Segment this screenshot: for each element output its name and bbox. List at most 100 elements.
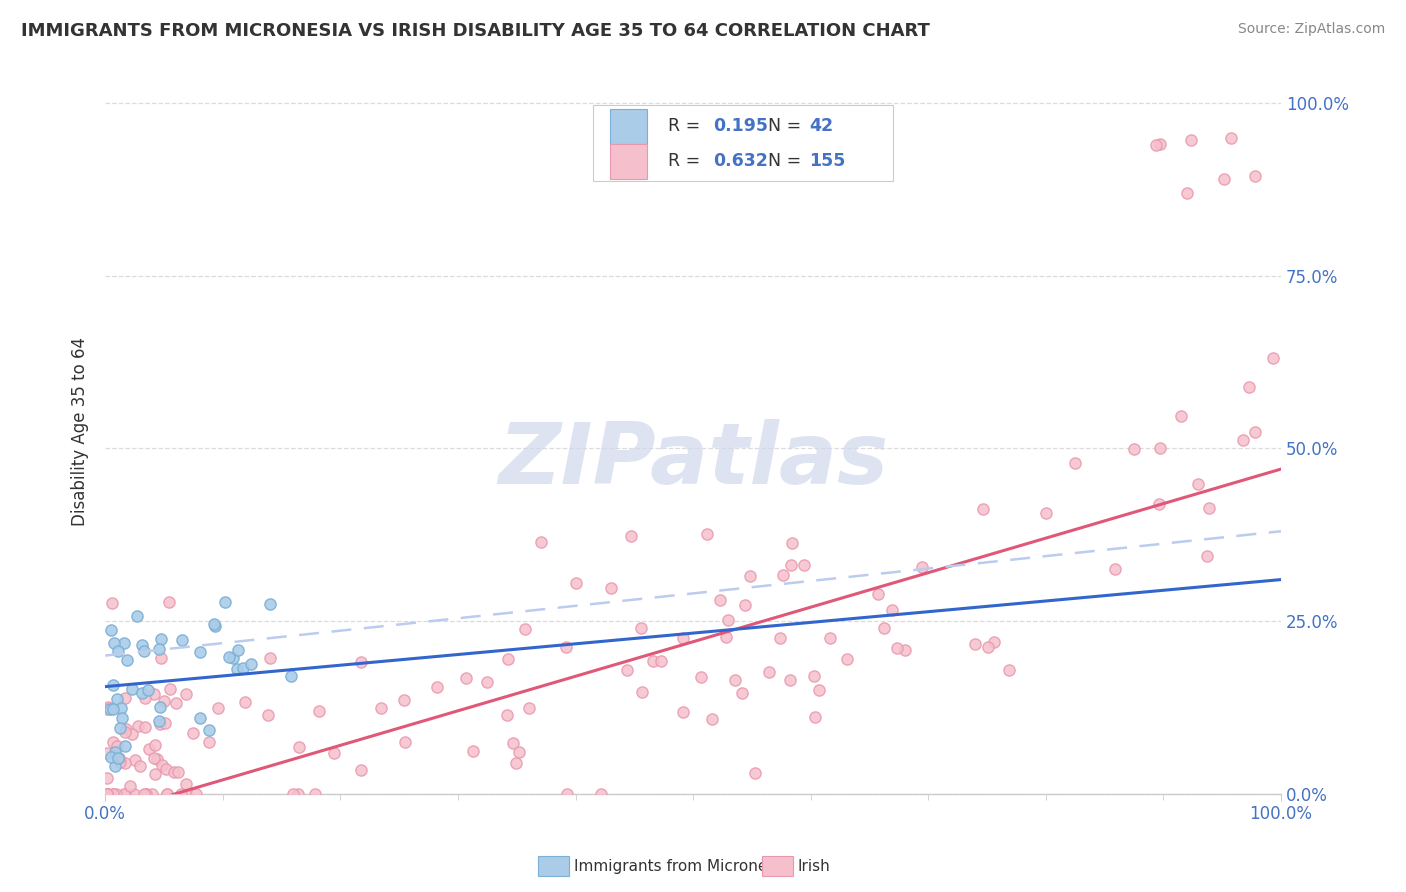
Point bbox=[894, 643, 917, 657]
Point bbox=[782, 536, 804, 550]
Point bbox=[600, 582, 623, 596]
Point bbox=[696, 527, 718, 541]
Text: ZIPatlas: ZIPatlas bbox=[498, 418, 889, 501]
Point bbox=[149, 717, 172, 731]
Point bbox=[714, 630, 737, 644]
Point bbox=[138, 742, 160, 756]
Point bbox=[204, 619, 226, 633]
Point bbox=[105, 692, 128, 706]
Point bbox=[112, 787, 135, 801]
Point bbox=[114, 756, 136, 770]
Text: N =: N = bbox=[768, 153, 807, 170]
Point bbox=[107, 739, 129, 754]
Point bbox=[818, 631, 841, 645]
Point bbox=[112, 636, 135, 650]
Text: Immigrants from Micronesia: Immigrants from Micronesia bbox=[574, 859, 789, 873]
Point bbox=[101, 787, 124, 801]
Point bbox=[1239, 380, 1261, 394]
Point bbox=[555, 787, 578, 801]
Point bbox=[101, 596, 124, 610]
Point bbox=[121, 727, 143, 741]
Point bbox=[554, 640, 576, 655]
Point bbox=[174, 777, 197, 791]
Point bbox=[114, 725, 136, 739]
Point bbox=[186, 787, 208, 801]
Point bbox=[96, 787, 118, 801]
Point bbox=[143, 767, 166, 781]
Point bbox=[1220, 131, 1243, 145]
Point bbox=[1263, 351, 1285, 365]
Point bbox=[350, 655, 373, 669]
Point bbox=[114, 690, 136, 705]
Point bbox=[165, 696, 187, 710]
Point bbox=[1180, 133, 1202, 147]
Point bbox=[517, 701, 540, 715]
Point bbox=[515, 622, 537, 636]
Point bbox=[100, 623, 122, 637]
Point bbox=[650, 654, 672, 668]
Point bbox=[886, 641, 908, 656]
Point bbox=[134, 690, 156, 705]
Point bbox=[111, 711, 134, 725]
Point bbox=[1147, 497, 1170, 511]
Point bbox=[304, 787, 326, 801]
Text: 0.195: 0.195 bbox=[713, 117, 768, 135]
Point bbox=[793, 558, 815, 572]
Point bbox=[502, 736, 524, 750]
Point bbox=[308, 704, 330, 718]
Point bbox=[259, 651, 281, 665]
Point bbox=[103, 636, 125, 650]
Point bbox=[108, 751, 131, 765]
Point bbox=[104, 759, 127, 773]
Point bbox=[808, 682, 831, 697]
Point bbox=[110, 701, 132, 715]
Point bbox=[1144, 137, 1167, 152]
Point bbox=[131, 638, 153, 652]
Point bbox=[350, 763, 373, 777]
Point bbox=[101, 678, 124, 692]
Point bbox=[96, 787, 118, 801]
Point bbox=[174, 687, 197, 701]
Point bbox=[1123, 442, 1146, 456]
Point bbox=[454, 671, 477, 685]
Point bbox=[100, 749, 122, 764]
Point bbox=[107, 644, 129, 658]
Point bbox=[370, 700, 392, 714]
Text: Irish: Irish bbox=[797, 859, 830, 873]
Point bbox=[1232, 433, 1254, 447]
Point bbox=[1064, 456, 1087, 470]
Point bbox=[114, 739, 136, 754]
Point bbox=[218, 650, 240, 665]
Point bbox=[740, 569, 762, 583]
Point bbox=[121, 682, 143, 697]
Point bbox=[505, 756, 527, 771]
FancyBboxPatch shape bbox=[610, 109, 647, 144]
Point bbox=[226, 643, 249, 657]
Point bbox=[114, 787, 136, 801]
Text: Source: ZipAtlas.com: Source: ZipAtlas.com bbox=[1237, 22, 1385, 37]
Point bbox=[159, 682, 181, 697]
Point bbox=[132, 644, 155, 658]
Point bbox=[122, 787, 145, 801]
Point bbox=[1104, 562, 1126, 576]
Point bbox=[631, 685, 654, 699]
Point bbox=[804, 710, 827, 724]
Point bbox=[149, 632, 172, 646]
Point bbox=[138, 683, 160, 698]
Point bbox=[101, 787, 124, 801]
Point bbox=[672, 705, 695, 719]
Point bbox=[1035, 506, 1057, 520]
Point bbox=[107, 751, 129, 765]
Point bbox=[233, 695, 256, 709]
Point bbox=[202, 616, 225, 631]
Point bbox=[115, 653, 138, 667]
Point bbox=[96, 771, 118, 785]
Point bbox=[280, 668, 302, 682]
Point bbox=[780, 558, 803, 573]
Point bbox=[475, 675, 498, 690]
Point bbox=[394, 693, 416, 707]
Text: R =: R = bbox=[668, 153, 706, 170]
Point bbox=[671, 631, 693, 645]
Point bbox=[127, 719, 149, 733]
Point bbox=[835, 652, 858, 666]
